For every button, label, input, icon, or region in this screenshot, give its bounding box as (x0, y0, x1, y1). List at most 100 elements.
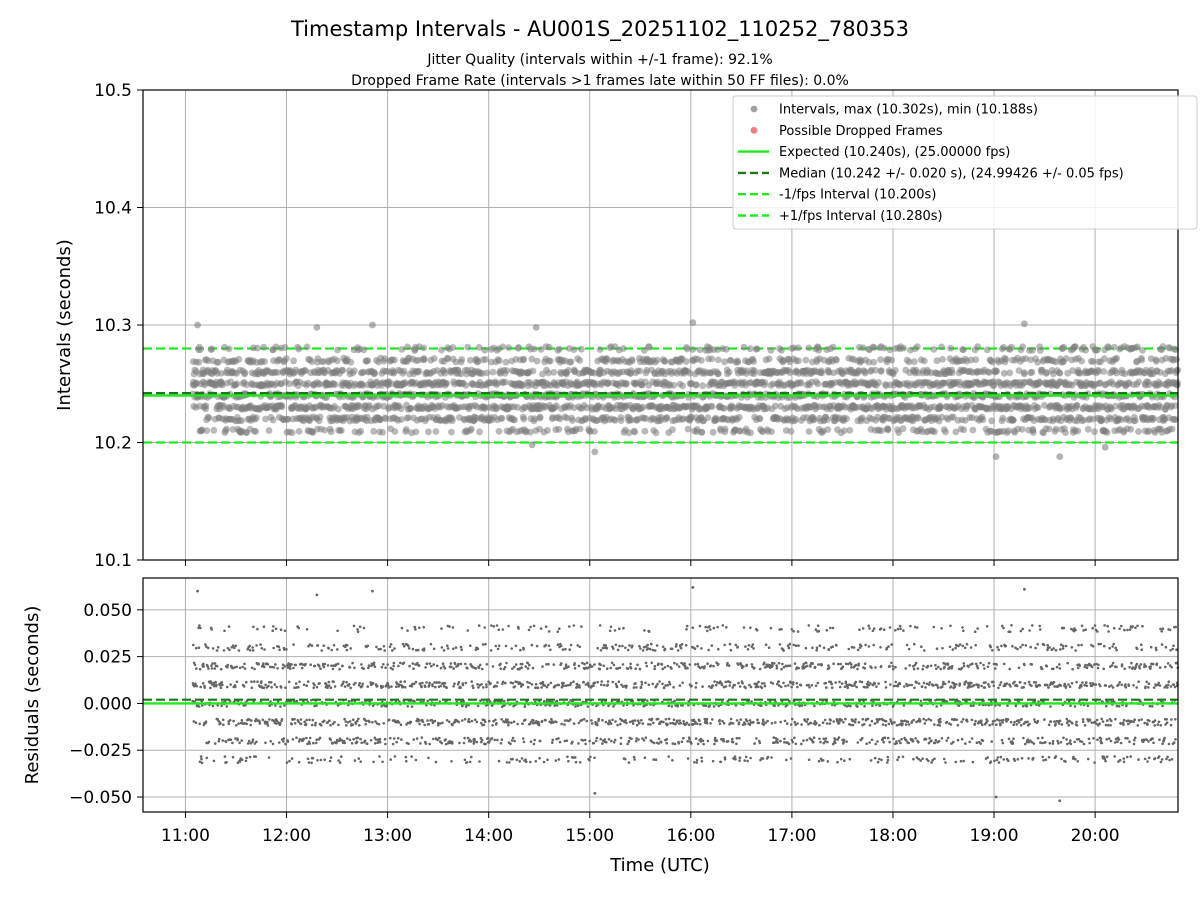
residual-point (255, 644, 258, 647)
residual-point (465, 761, 469, 764)
interval-point (1018, 426, 1026, 433)
interval-point (278, 403, 286, 411)
residual-point (206, 646, 210, 650)
interval-point (241, 369, 249, 377)
residual-point (283, 665, 287, 668)
residual-point (499, 662, 502, 666)
interval-point (398, 416, 405, 423)
residual-point (448, 625, 451, 628)
residual-point (343, 685, 347, 688)
residual-point (359, 760, 363, 763)
residual-point (393, 755, 397, 758)
residual-point (245, 722, 248, 726)
interval-point (274, 369, 281, 376)
residual-point (349, 647, 353, 650)
residual-point (340, 755, 343, 758)
residual-point (434, 685, 437, 689)
residual-point (352, 624, 356, 628)
interval-point (565, 367, 572, 374)
residual-point (562, 684, 565, 688)
residual-point (573, 662, 576, 665)
residual-point (480, 740, 483, 744)
residual-point (481, 643, 485, 646)
residual-point (438, 681, 441, 684)
residual-point (343, 717, 346, 721)
residual-point (610, 739, 613, 743)
residual-point (327, 680, 331, 684)
interval-point (639, 403, 647, 411)
residual-point (530, 683, 534, 686)
residual-point (199, 685, 202, 689)
residual-point (333, 685, 337, 688)
interval-point (1131, 417, 1139, 424)
interval-point (1021, 370, 1028, 378)
residual-point (438, 736, 441, 740)
interval-point (947, 344, 954, 352)
residual-point (337, 759, 340, 762)
residual-point (272, 646, 275, 650)
residual-point (195, 684, 198, 688)
residual-point (599, 663, 602, 667)
residual-point (558, 740, 562, 744)
residual-point (217, 739, 221, 743)
residual-point (483, 626, 487, 629)
residual-point (345, 648, 349, 652)
residual-point (495, 722, 498, 725)
residual-point (225, 685, 229, 689)
residual-point (384, 742, 387, 746)
residual-point (600, 683, 603, 686)
residual-point (389, 736, 392, 740)
interval-point (495, 427, 503, 435)
interval-point (689, 346, 697, 353)
interval-point (335, 405, 342, 413)
interval-point (536, 413, 544, 421)
residual-point (305, 628, 309, 631)
residual-point (243, 662, 246, 666)
residual-point (268, 718, 271, 721)
residual-point (445, 719, 449, 722)
top-interval-points (189, 319, 1182, 460)
interval-point (570, 346, 578, 353)
bottom-residual-points (191, 585, 1180, 803)
interval-point (481, 346, 489, 354)
interval-point (502, 358, 510, 366)
interval-point (370, 427, 377, 435)
residual-point (266, 724, 270, 727)
residual-point (243, 667, 247, 670)
residual-point (444, 738, 447, 741)
residual-point (626, 648, 630, 652)
interval-point (750, 367, 758, 374)
interval-point (1002, 355, 1010, 363)
residual-point (359, 737, 362, 741)
residual-point (241, 665, 244, 669)
interval-point-extreme (689, 319, 697, 327)
interval-point (404, 343, 411, 351)
interval-point (1127, 426, 1135, 433)
interval-point (253, 414, 260, 422)
interval-point (402, 426, 410, 433)
residual-point (231, 741, 234, 745)
residual-point (232, 719, 235, 723)
interval-point (269, 416, 277, 424)
residual-point (237, 649, 241, 652)
residual-point (515, 758, 519, 762)
residual-point (314, 721, 317, 725)
interval-point-extreme (313, 323, 321, 331)
interval-point (767, 347, 775, 354)
interval-point (333, 357, 341, 365)
residual-point (450, 760, 453, 763)
residual-point (543, 684, 547, 687)
interval-point (870, 358, 878, 366)
residual-point (602, 664, 605, 668)
interval-point (476, 428, 483, 436)
interval-point (631, 428, 639, 436)
residual-point (375, 684, 379, 688)
residual-point (435, 664, 439, 668)
residual-point (510, 739, 514, 742)
residual-point (477, 666, 481, 670)
residual-point (414, 680, 418, 684)
interval-point (295, 345, 303, 353)
residual-point (358, 681, 362, 685)
residual-point (260, 647, 264, 650)
residual-point (447, 720, 451, 724)
